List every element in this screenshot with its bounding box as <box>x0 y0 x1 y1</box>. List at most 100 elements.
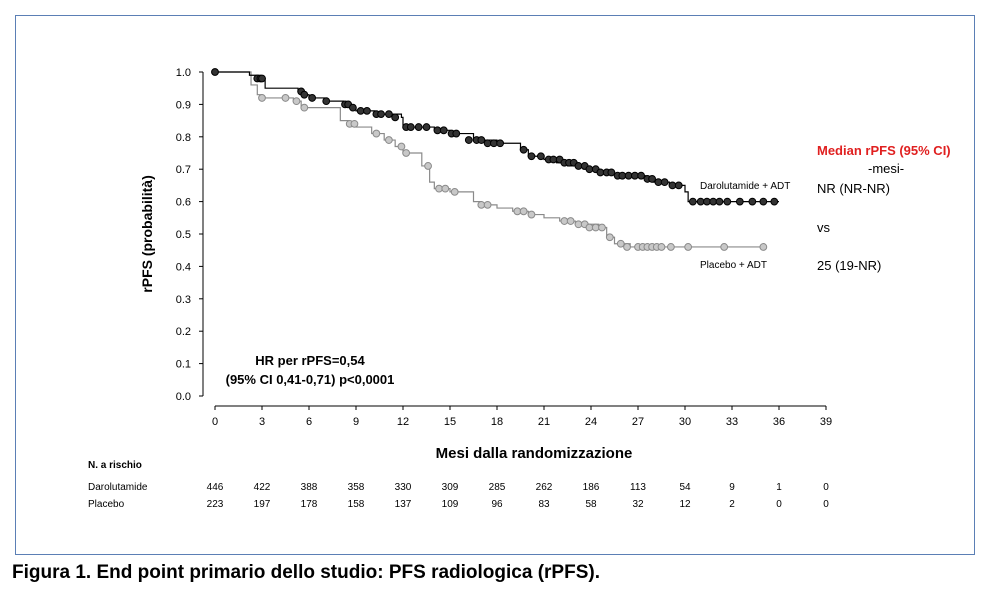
x-tick-label: 6 <box>306 416 312 428</box>
censor-marker <box>720 243 729 251</box>
y-tick-label: 0.7 <box>176 164 191 176</box>
censor-marker <box>300 90 309 99</box>
censor-marker <box>281 94 290 102</box>
censor-marker <box>715 197 724 206</box>
censor-marker <box>441 184 450 193</box>
censor-marker <box>607 168 616 177</box>
risk-table-cell: 358 <box>348 482 365 493</box>
figure-frame <box>15 15 975 555</box>
risk-table-cell: 223 <box>207 499 224 510</box>
censor-marker <box>258 74 266 83</box>
censor-marker <box>674 181 683 190</box>
censor-marker <box>496 139 505 148</box>
y-tick-label: 0.1 <box>176 359 191 371</box>
y-tick-label: 0.8 <box>176 132 191 144</box>
censor-marker <box>292 97 301 106</box>
censor-marker <box>406 123 415 131</box>
censor-marker <box>402 149 411 157</box>
censor-marker <box>385 136 393 144</box>
x-ticks: 0 3 6 9 12 15 18 21 24 27 30 33 36 39 <box>212 406 832 428</box>
censor-marker <box>688 197 697 206</box>
censor-marker <box>648 175 656 183</box>
y-tick-label: 0.6 <box>176 197 191 209</box>
censor-marker <box>422 123 431 131</box>
censor-marker <box>770 197 779 206</box>
x-tick-label: 12 <box>397 416 409 428</box>
series-placebo <box>211 68 768 251</box>
censor-marker <box>605 233 614 242</box>
risk-table-cell: 32 <box>632 499 644 510</box>
hr-annotation-line1: HR per rPFS=0,54 <box>255 353 365 368</box>
risk-table-title: N. a rischio <box>88 460 142 471</box>
censor-marker <box>258 94 266 102</box>
y-tick-label: 0.3 <box>176 294 191 306</box>
risk-table-cell: 1 <box>776 482 782 493</box>
censor-marker <box>424 162 432 170</box>
risk-table-cell: 197 <box>254 499 271 510</box>
censor-marker <box>450 187 459 196</box>
risk-table-cell: 158 <box>348 499 365 510</box>
y-tick-label: 0.9 <box>176 99 191 111</box>
censor-marker <box>477 136 486 144</box>
censor-marker <box>637 171 646 180</box>
hr-annotation-line2: (95% CI 0,41-0,71) p<0,0001 <box>226 372 395 387</box>
censor-marker <box>377 110 385 119</box>
x-tick-label: 9 <box>353 416 359 428</box>
median-unit: -mesi- <box>868 161 904 176</box>
risk-table-cell: 262 <box>536 482 553 493</box>
risk-table-cell: 178 <box>301 499 318 510</box>
median-title: Median rPFS (95% CI) <box>817 143 951 158</box>
censor-marker <box>519 207 528 216</box>
x-tick-label: 30 <box>679 416 691 428</box>
censor-marker <box>397 142 406 151</box>
risk-row-label-darolutamide: Darolutamide <box>88 482 148 493</box>
y-tick-label: 1.0 <box>176 67 191 79</box>
censor-marker <box>748 197 757 206</box>
risk-table-values: 446 422 388 358 330 309 285 262 186 113 54 9 1 0 223 19… <box>207 482 830 510</box>
risk-table-cell: 12 <box>679 499 691 510</box>
series-label-darolutamide: Darolutamide + ADT <box>700 181 790 192</box>
risk-table-cell: 388 <box>301 482 318 493</box>
series-layer <box>211 68 779 251</box>
censor-marker <box>527 210 536 219</box>
censor-marker <box>385 110 393 119</box>
median-darolutamide: NR (NR-NR) <box>817 181 890 196</box>
x-tick-label: 0 <box>212 416 218 428</box>
x-axis-label: Mesi dalla randomizzazione <box>436 445 633 462</box>
risk-table-cell: 285 <box>489 482 506 493</box>
risk-table-cell: 0 <box>776 499 782 510</box>
censor-marker <box>667 243 675 251</box>
censor-marker <box>452 129 461 138</box>
risk-table-cell: 137 <box>395 499 412 510</box>
risk-table-cell: 330 <box>395 482 412 493</box>
x-tick-label: 18 <box>491 416 503 428</box>
censor-marker <box>759 243 768 251</box>
risk-table-cell: 58 <box>585 499 597 510</box>
risk-table-cell: 309 <box>442 482 459 493</box>
censor-marker <box>735 197 744 206</box>
censor-marker <box>623 243 631 251</box>
censor-marker <box>616 239 625 248</box>
censor-marker <box>211 68 219 76</box>
risk-table-cell: 0 <box>823 482 829 493</box>
x-tick-label: 3 <box>259 416 265 428</box>
y-tick-label: 0.0 <box>176 391 191 403</box>
censor-marker <box>363 106 371 115</box>
y-axis-label: rPFS (probabilità) <box>139 175 155 292</box>
x-tick-label: 33 <box>726 416 738 428</box>
risk-table-cell: 422 <box>254 482 271 493</box>
x-tick-label: 36 <box>773 416 785 428</box>
y-tick-label: 0.5 <box>176 229 191 241</box>
risk-table-cell: 83 <box>538 499 550 510</box>
kaplan-meier-chart: 0.00.10.20.30.40.50.60.70.80.91.0 0 3 6 9 12… <box>88 67 951 510</box>
median-placebo: 25 (19-NR) <box>817 258 881 273</box>
x-tick-label: 15 <box>444 416 456 428</box>
censor-marker <box>414 123 423 131</box>
risk-table-cell: 113 <box>630 482 646 493</box>
risk-row-label-placebo: Placebo <box>88 499 125 510</box>
risk-table-cell: 54 <box>679 482 691 493</box>
figure-caption: Figura 1. End point primario dello studi… <box>12 562 600 583</box>
series-label-placebo: Placebo + ADT <box>700 260 767 271</box>
censor-marker <box>566 217 575 225</box>
risk-table-cell: 96 <box>491 499 503 510</box>
